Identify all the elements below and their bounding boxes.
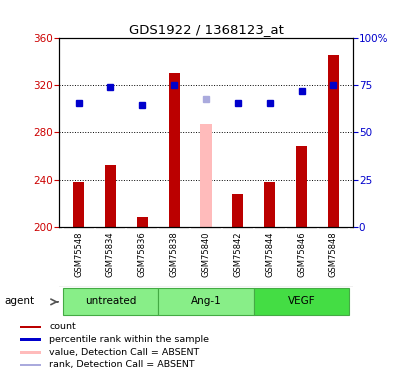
Text: value, Detection Call = ABSENT: value, Detection Call = ABSENT bbox=[49, 348, 199, 357]
Bar bbox=[105, 165, 116, 227]
Bar bbox=[136, 217, 148, 227]
FancyBboxPatch shape bbox=[63, 288, 158, 315]
Text: GSM75848: GSM75848 bbox=[328, 232, 337, 277]
Text: VEGF: VEGF bbox=[287, 296, 315, 306]
Bar bbox=[263, 182, 275, 227]
Text: GSM75846: GSM75846 bbox=[297, 232, 306, 277]
Text: GSM75842: GSM75842 bbox=[233, 232, 242, 277]
Bar bbox=[200, 124, 211, 227]
Bar bbox=[20, 363, 41, 366]
Text: count: count bbox=[49, 322, 76, 332]
Bar bbox=[20, 351, 41, 354]
FancyBboxPatch shape bbox=[158, 288, 253, 315]
Bar bbox=[327, 55, 338, 227]
Text: percentile rank within the sample: percentile rank within the sample bbox=[49, 335, 209, 344]
Bar bbox=[73, 182, 84, 227]
Text: GSM75840: GSM75840 bbox=[201, 232, 210, 277]
Text: untreated: untreated bbox=[85, 296, 136, 306]
Text: GSM75844: GSM75844 bbox=[265, 232, 274, 277]
Text: GSM75548: GSM75548 bbox=[74, 232, 83, 277]
Bar bbox=[20, 326, 41, 328]
Bar bbox=[295, 146, 306, 227]
Bar bbox=[232, 194, 243, 227]
Text: agent: agent bbox=[4, 296, 34, 306]
Text: rank, Detection Call = ABSENT: rank, Detection Call = ABSENT bbox=[49, 360, 194, 369]
Bar bbox=[20, 338, 41, 341]
Text: GSM75836: GSM75836 bbox=[137, 232, 146, 278]
Bar bbox=[168, 73, 179, 227]
FancyBboxPatch shape bbox=[253, 288, 348, 315]
Text: GSM75834: GSM75834 bbox=[106, 232, 115, 277]
Title: GDS1922 / 1368123_at: GDS1922 / 1368123_at bbox=[128, 23, 283, 36]
Text: GSM75838: GSM75838 bbox=[169, 232, 178, 278]
Text: Ang-1: Ang-1 bbox=[190, 296, 221, 306]
